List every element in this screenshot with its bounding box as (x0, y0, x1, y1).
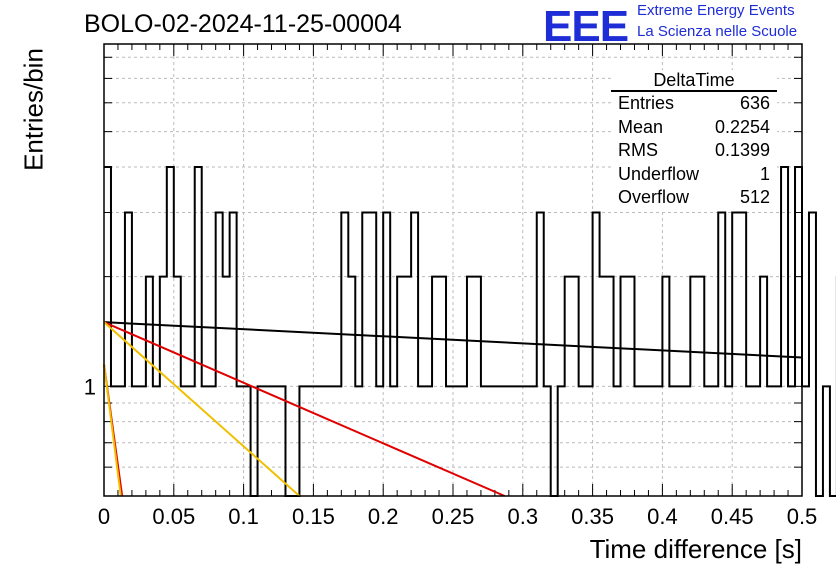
stats-label: RMS (618, 140, 658, 160)
logo-line-1: Extreme Energy Events (637, 2, 795, 19)
fit-line (103, 321, 506, 497)
stats-label: Entries (618, 93, 675, 113)
x-tick-label: 0.25 (432, 504, 475, 529)
x-tick-label: 0.1 (228, 504, 259, 529)
x-axis-label: Time difference [s] (589, 534, 802, 564)
stats-value: 512 (739, 187, 770, 207)
stats-value: 0.2254 (714, 116, 770, 137)
stats-box: DeltaTime Entries 636 Mean 0.2254 RMS 0.… (611, 70, 777, 210)
fit-line (103, 321, 301, 497)
page-title: BOLO-02-2024-11-25-00004 (84, 10, 402, 38)
stats-row: Overflow 512 (611, 186, 777, 210)
x-tick-label: 0.15 (292, 504, 335, 529)
x-tick-label: 0.4 (647, 504, 678, 529)
logo-line-2: La Scienza nelle Scuole (637, 23, 798, 40)
x-tick-label: 0.3 (508, 504, 539, 529)
stats-label: Underflow (618, 163, 700, 184)
histogram-series (104, 165, 836, 497)
stats-row: RMS 0.1399 (611, 139, 777, 163)
x-tick-label: 0.35 (571, 504, 614, 529)
x-tick-label: 0.45 (711, 504, 754, 529)
x-tick-label: 0.05 (152, 504, 195, 529)
x-tick-label: 0.2 (368, 504, 399, 529)
x-tick-label: 0.5 (787, 504, 818, 529)
stats-value: 1 (759, 163, 770, 184)
stats-value: 636 (739, 93, 770, 113)
stats-row: Entries 636 (611, 92, 777, 116)
logo-mark: EEE (543, 2, 629, 51)
stats-value: 0.1399 (714, 140, 770, 160)
plot-frame (103, 43, 803, 497)
y-axis-label: Entries/bin (18, 48, 49, 171)
stats-label: Mean (618, 116, 664, 137)
stats-title: DeltaTime (611, 70, 777, 92)
stats-row: Underflow 1 (611, 163, 777, 187)
stats-row: Mean 0.2254 (611, 116, 777, 140)
fit-line (103, 364, 122, 497)
x-tick-label: 0 (98, 504, 110, 529)
fit-line (103, 321, 803, 359)
stats-label: Overflow (618, 187, 690, 207)
y-tick-label: 1 (84, 374, 96, 399)
